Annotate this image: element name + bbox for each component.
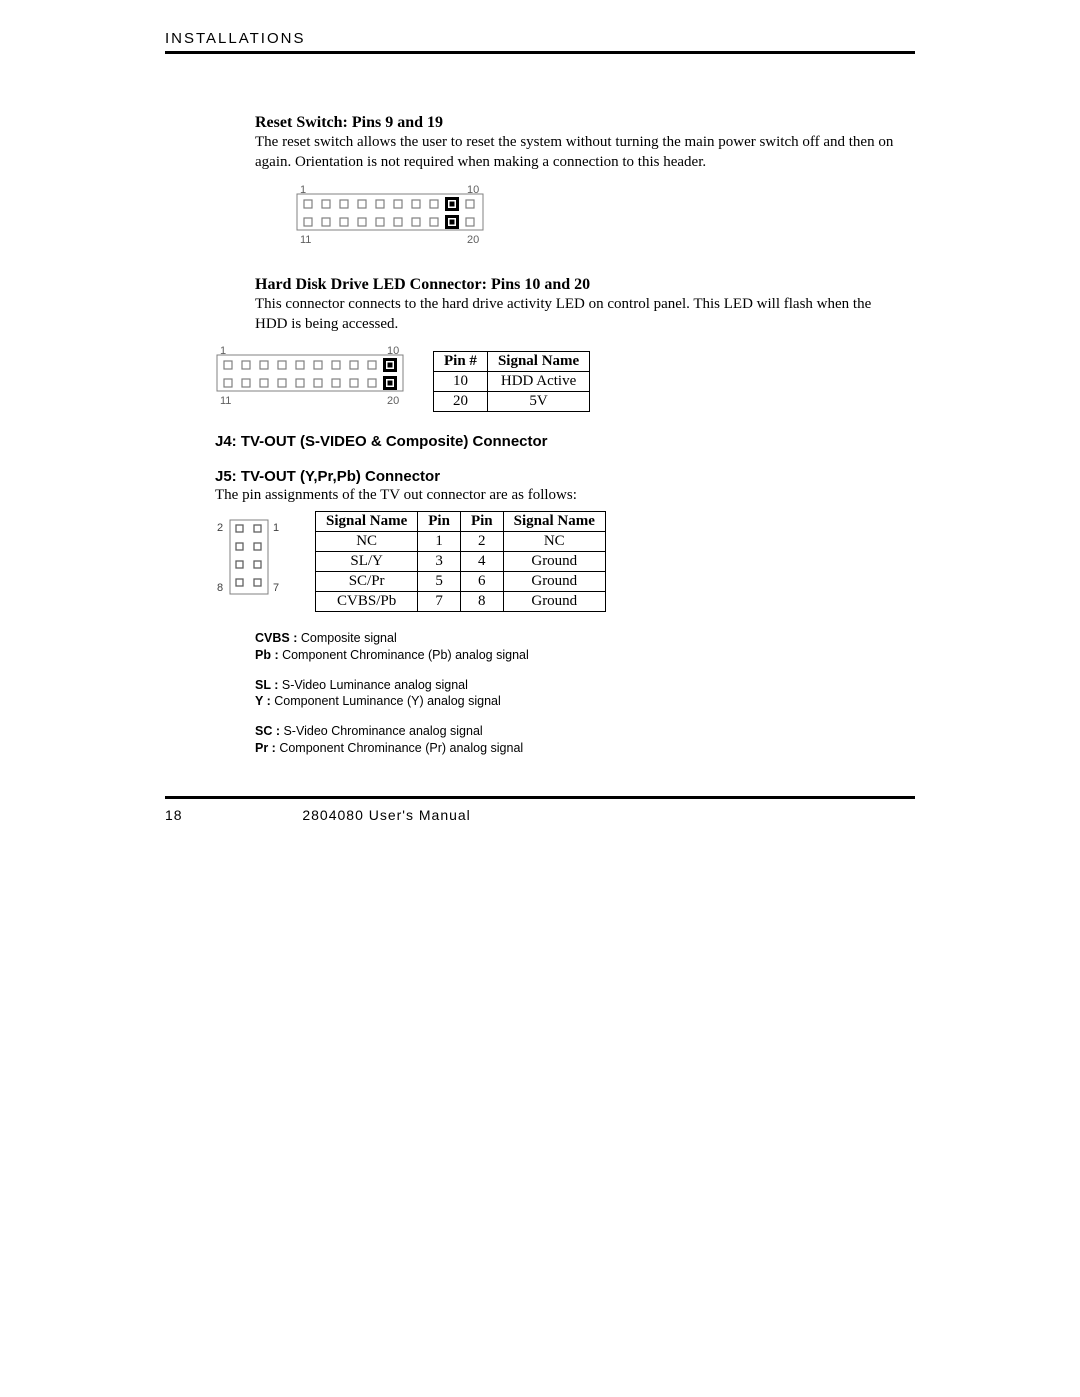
tv-pin-diagram: 2 1 8 7 [215, 515, 287, 604]
signal-definitions: CVBS : Composite signalPb : Component Ch… [255, 630, 900, 756]
page-header: INSTALLATIONS [165, 30, 915, 47]
svg-text:11: 11 [220, 395, 231, 407]
svg-text:1: 1 [273, 522, 279, 534]
j4-title: J4: TV-OUT (S-VIDEO & Composite) Connect… [215, 433, 915, 450]
footer-rule [165, 796, 915, 799]
reset-switch-title: Reset Switch: Pins 9 and 19 [255, 114, 443, 131]
hdd-pin-diagram: 1101120 [215, 344, 405, 419]
page-footer: 18 2804080 User's Manual [165, 807, 915, 823]
j5-intro: The pin assignments of the TV out connec… [215, 485, 915, 505]
hdd-led-body: This connector connects to the hard driv… [255, 294, 900, 335]
svg-text:7: 7 [273, 582, 279, 594]
hdd-pin-table: Pin #Signal Name10HDD Active205V [433, 351, 590, 412]
tv-pin-table: Signal NamePinPinSignal NameNC12NCSL/Y34… [315, 511, 606, 612]
reset-pin-diagram: 1101120 [295, 183, 900, 258]
svg-text:20: 20 [387, 395, 399, 407]
page-number: 18 [165, 807, 183, 823]
svg-text:2: 2 [217, 522, 223, 534]
svg-text:8: 8 [217, 582, 223, 594]
svg-text:20: 20 [467, 234, 479, 246]
manual-name: 2804080 User's Manual [302, 807, 470, 823]
hdd-led-title: Hard Disk Drive LED Connector: Pins 10 a… [255, 276, 590, 293]
svg-text:11: 11 [300, 234, 311, 246]
reset-switch-body: The reset switch allows the user to rese… [255, 132, 900, 173]
j5-title: J5: TV-OUT (Y,Pr,Pb) Connector [215, 468, 915, 485]
header-rule [165, 51, 915, 54]
